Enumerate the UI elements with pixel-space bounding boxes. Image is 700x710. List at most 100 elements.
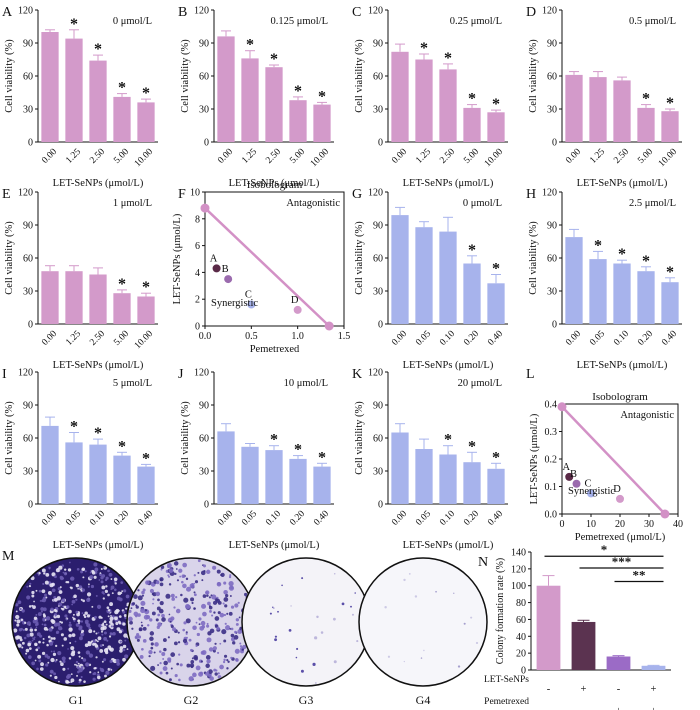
x-tick-label: 5.00 bbox=[288, 147, 307, 166]
colony-spot bbox=[182, 562, 188, 568]
colony-spot bbox=[173, 561, 179, 566]
bar bbox=[589, 77, 607, 142]
colony-spot bbox=[82, 658, 87, 662]
y-tick-label: 30 bbox=[23, 467, 33, 478]
x-tick-label: 0.00 bbox=[564, 147, 583, 166]
x-tick-label: 30 bbox=[644, 519, 654, 530]
bar bbox=[289, 100, 307, 142]
condition-row-label: Pemetrexed bbox=[484, 697, 529, 707]
significance-label: ** bbox=[633, 568, 646, 583]
colony-spot bbox=[51, 582, 55, 587]
colony-spot bbox=[170, 652, 176, 657]
colony-spot bbox=[60, 633, 64, 637]
condition-sign: - bbox=[547, 706, 551, 710]
concentration-label: 10 μmol/L bbox=[284, 378, 328, 389]
bar bbox=[589, 259, 607, 324]
x-tick-label: 10.00 bbox=[133, 147, 155, 169]
colony-spot bbox=[217, 651, 220, 654]
colony-spot bbox=[75, 660, 79, 664]
panel-letter: H bbox=[526, 187, 536, 202]
colony-spot bbox=[31, 639, 34, 642]
colony-spot bbox=[103, 620, 107, 624]
colony-spot bbox=[201, 579, 204, 582]
colony-spot bbox=[82, 599, 85, 603]
colony-spot bbox=[205, 591, 208, 595]
colony-spot bbox=[80, 632, 85, 637]
colony-spot bbox=[61, 564, 65, 567]
colony-spot bbox=[186, 636, 188, 639]
colony-spot bbox=[223, 597, 229, 602]
colony-spot bbox=[219, 664, 224, 670]
colony-spot bbox=[115, 658, 120, 663]
condition-sign: - bbox=[582, 706, 586, 710]
significance-star: * bbox=[468, 438, 476, 455]
colony-spot bbox=[55, 658, 58, 661]
colony-spot bbox=[62, 659, 66, 663]
colony-spot bbox=[41, 623, 44, 626]
colony-spot bbox=[124, 639, 127, 642]
colony-spot bbox=[185, 632, 188, 635]
colony-spot bbox=[244, 592, 248, 597]
colony-spot bbox=[69, 561, 71, 564]
colony-spot bbox=[93, 630, 96, 633]
colony-spot bbox=[198, 617, 202, 621]
colony-spot bbox=[36, 632, 41, 637]
colony-spot bbox=[55, 631, 59, 634]
colony-spot bbox=[33, 636, 36, 639]
colony-spot bbox=[234, 603, 239, 608]
y-tick-label: 60 bbox=[199, 72, 209, 83]
colony-spot bbox=[222, 660, 226, 664]
colony-spot bbox=[91, 639, 96, 644]
colony-spot bbox=[122, 648, 126, 652]
colony-spot bbox=[102, 597, 105, 600]
colony-spot bbox=[141, 624, 144, 627]
condition-row-label: LET-SeNPs bbox=[484, 675, 529, 685]
colony-spot bbox=[191, 601, 194, 605]
colony-spot bbox=[384, 605, 387, 609]
colony-spot bbox=[99, 649, 104, 653]
panel-letter: K bbox=[352, 367, 362, 382]
colony-spot bbox=[74, 663, 76, 666]
y-axis-label: Cell viability (%) bbox=[354, 401, 365, 475]
colony-spot bbox=[21, 641, 25, 645]
colony-spot bbox=[174, 572, 177, 576]
colony-spot bbox=[76, 624, 79, 626]
colony-spot bbox=[154, 642, 159, 647]
y-tick-label: 0.2 bbox=[545, 455, 558, 466]
significance-star: * bbox=[468, 91, 476, 108]
y-tick-label: 0 bbox=[378, 500, 383, 511]
colony-spot bbox=[38, 571, 41, 575]
significance-star: * bbox=[468, 242, 476, 259]
colony-spot bbox=[47, 590, 52, 595]
colony-spot bbox=[75, 610, 79, 614]
colony-spot bbox=[121, 590, 124, 593]
colony-spot bbox=[100, 576, 104, 580]
colony-spot bbox=[76, 674, 78, 677]
colony-spot bbox=[34, 628, 37, 632]
colony-spot bbox=[105, 647, 109, 651]
colony-spot bbox=[133, 594, 138, 599]
colony-spot bbox=[288, 629, 292, 632]
colony-spot bbox=[176, 579, 180, 582]
colony-spot bbox=[108, 620, 113, 624]
colony-spot bbox=[414, 595, 418, 598]
colony-spot bbox=[150, 646, 154, 650]
colony-spot bbox=[230, 656, 233, 660]
colony-spot bbox=[193, 591, 196, 594]
colony-spot bbox=[30, 626, 32, 629]
colony-spot bbox=[69, 642, 72, 644]
colony-spot bbox=[300, 669, 304, 673]
colony-spot bbox=[181, 574, 186, 578]
colony-spot bbox=[20, 627, 23, 631]
significance-star: * bbox=[594, 237, 602, 254]
panel-e: E 0 30 60 90 120 0.00 1.25 2.50 * 5.00 * 10.00 1 μmol… bbox=[2, 187, 158, 371]
colony-spot bbox=[228, 581, 234, 587]
x-tick-label: 0.00 bbox=[40, 147, 59, 166]
colony-spot bbox=[162, 666, 168, 671]
x-tick-label: 0.05 bbox=[240, 509, 259, 528]
colony-spot bbox=[149, 631, 155, 636]
colony-spot bbox=[85, 650, 90, 655]
colony-spot bbox=[31, 594, 35, 598]
significance-star: * bbox=[118, 276, 126, 293]
colony-spot bbox=[26, 595, 31, 600]
